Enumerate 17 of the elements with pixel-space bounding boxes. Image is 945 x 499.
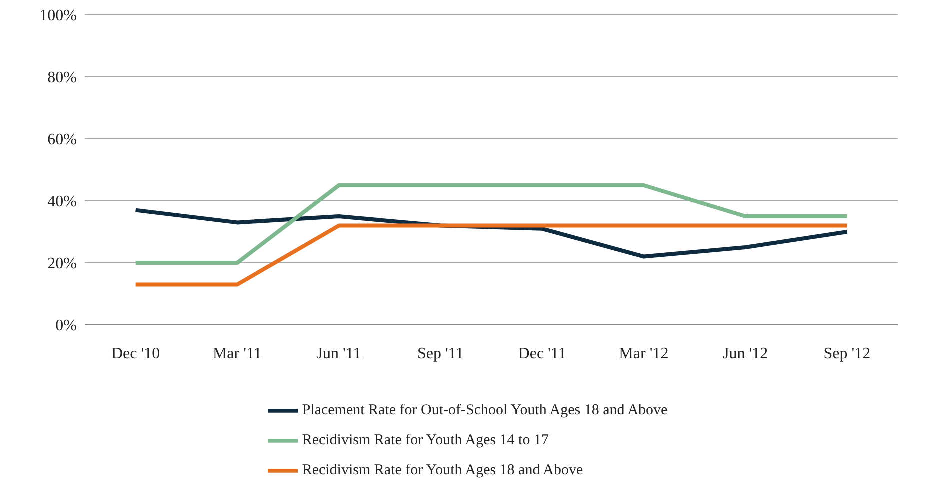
legend-label: Placement Rate for Out-of-School Youth Ages 18 and Above <box>302 402 668 418</box>
y-tick-label: 40% <box>48 194 77 211</box>
x-tick-label: Sep '11 <box>418 345 464 362</box>
x-tick-label: Jun '12 <box>723 345 768 362</box>
x-tick-label: Dec '11 <box>518 345 566 362</box>
x-tick-label: Mar '11 <box>212 345 262 362</box>
x-tick-label: Mar '12 <box>619 345 669 362</box>
x-tick-label: Jun '11 <box>316 345 362 362</box>
y-tick-label: 80% <box>48 70 77 87</box>
y-tick-label: 0% <box>56 318 77 335</box>
legend-label: Recidivism Rate for Youth Ages 18 and Above <box>302 462 584 478</box>
y-tick-label: 60% <box>48 132 77 149</box>
x-tick-label: Sep '12 <box>824 345 871 362</box>
y-tick-label: 20% <box>48 256 77 273</box>
x-tick-label: Dec '10 <box>111 345 160 362</box>
legend-label: Recidivism Rate for Youth Ages 14 to 17 <box>302 432 549 448</box>
y-tick-label: 100% <box>40 8 77 25</box>
